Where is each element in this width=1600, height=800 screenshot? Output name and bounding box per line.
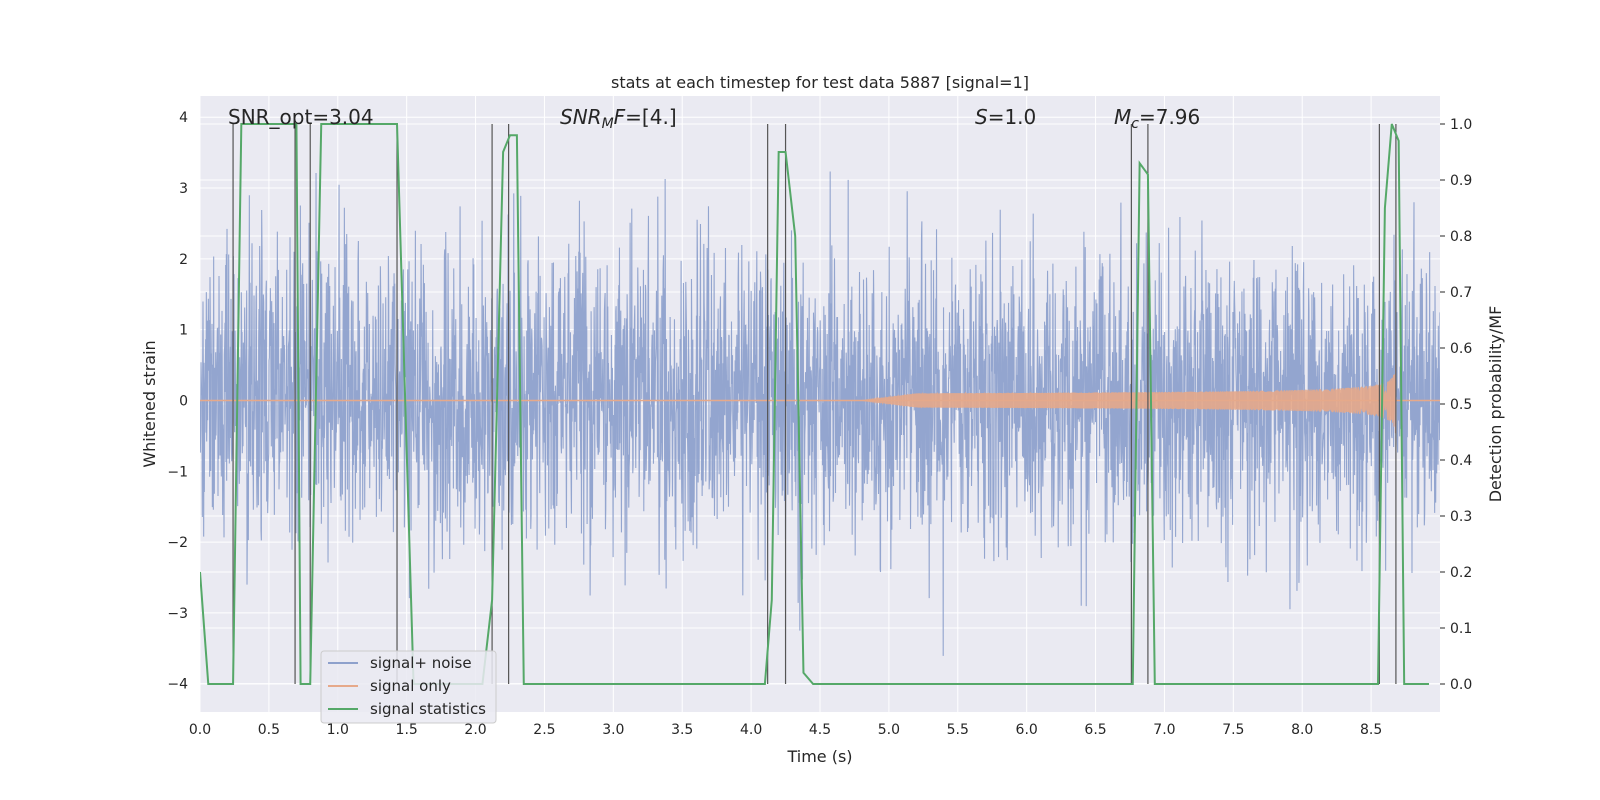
y2-tick-label: 0.8 (1450, 229, 1472, 245)
legend-label-signal-only: signal only (370, 677, 451, 695)
axis-ticks: 0.0 0.5 1.0 1.5 2.0 2.5 3.0 3.5 4.0 4.5 5.0 5.5 6.0 6… (167, 110, 1472, 738)
annotation-s-symbol: S (975, 105, 988, 129)
x-tick-label: 5.0 (878, 722, 900, 738)
legend: signal+ noise signal only signal statist… (320, 650, 497, 724)
y2-tick-label: 0.1 (1450, 621, 1472, 637)
y-tick-label: 2 (179, 252, 188, 268)
y2-tick-label: 0.5 (1450, 397, 1472, 413)
y-tick-label: −1 (167, 464, 188, 480)
legend-label-signal-statistics: signal statistics (370, 700, 486, 718)
x-tick-label: 8.0 (1291, 722, 1313, 738)
x-tick-label: 3.0 (602, 722, 624, 738)
x-axis-label: Time (s) (786, 747, 852, 766)
signal-noise-line (200, 171, 1440, 656)
y-tick-label: −4 (167, 677, 188, 693)
x-tick-label: 7.0 (1153, 722, 1175, 738)
annotation-mc-symbol: M (1114, 105, 1131, 129)
annotation-snr-mf: SNRMF=[4.] (560, 105, 677, 132)
y-axis-label: Whitened strain (140, 340, 159, 467)
annotation-mc: Mc=7.96 (1114, 105, 1200, 132)
y-tick-label: 1 (179, 323, 188, 339)
x-tick-label: 0.5 (258, 722, 280, 738)
grid (199, 96, 1440, 712)
x-tick-label: 2.5 (533, 722, 555, 738)
chart-title: stats at each timestep for test data 588… (611, 73, 1029, 92)
y2-tick-label: 0.4 (1450, 453, 1472, 469)
x-tick-label: 1.0 (327, 722, 349, 738)
legend-label-signal-noise: signal+ noise (370, 654, 472, 672)
y-tick-label: 3 (179, 181, 188, 197)
x-tick-label: 3.5 (671, 722, 693, 738)
series-signal-noise (200, 171, 1440, 656)
annotation-snr-opt: SNR_opt=3.04 (228, 105, 374, 129)
x-tick-label: 1.5 (396, 722, 418, 738)
y2-tick-label: 0.6 (1450, 341, 1472, 357)
x-tick-label: 8.5 (1360, 722, 1382, 738)
annotation-snr-mf-f: F (614, 105, 626, 129)
signal-statistics-line (200, 123, 1429, 685)
annotation-mc-value: =7.96 (1139, 105, 1200, 129)
series-signal-only (200, 365, 1440, 434)
signal-only-line (861, 365, 1397, 434)
y2-tick-label: 0.7 (1450, 285, 1472, 301)
annotation-s: S=1.0 (975, 105, 1036, 129)
y-tick-label: 4 (179, 110, 188, 126)
x-tick-label: 5.5 (947, 722, 969, 738)
y2-tick-label: 0.3 (1450, 509, 1472, 525)
annotation-snr-mf-symbol: SNR (560, 105, 602, 129)
x-tick-label: 4.0 (740, 722, 762, 738)
annotation-mc-sub: c (1131, 116, 1139, 132)
x-tick-label: 6.0 (1016, 722, 1038, 738)
x-tick-label: 7.5 (1222, 722, 1244, 738)
y2-axis-label: Detection probability/MF (1486, 306, 1505, 503)
annotation-s-value: =1.0 (988, 105, 1037, 129)
y2-tick-label: 1.0 (1450, 117, 1472, 133)
y2-tick-label: 0.2 (1450, 565, 1472, 581)
legend-box (320, 650, 497, 724)
x-tick-label: 2.0 (464, 722, 486, 738)
y2-tick-label: 0.9 (1450, 173, 1472, 189)
y-tick-label: 0 (179, 393, 188, 409)
series-signal-statistics (200, 123, 1429, 685)
x-tick-label: 0.0 (189, 722, 211, 738)
annotation-snr-mf-sub: M (602, 116, 614, 132)
y-tick-label: −2 (167, 535, 188, 551)
y-tick-label: −3 (167, 606, 188, 622)
annotation-snr-mf-value: =[4.] (625, 105, 676, 129)
y2-tick-label: 0.0 (1450, 677, 1472, 693)
x-tick-label: 4.5 (809, 722, 831, 738)
vertical-markers (232, 124, 1397, 684)
x-tick-label: 6.5 (1084, 722, 1106, 738)
